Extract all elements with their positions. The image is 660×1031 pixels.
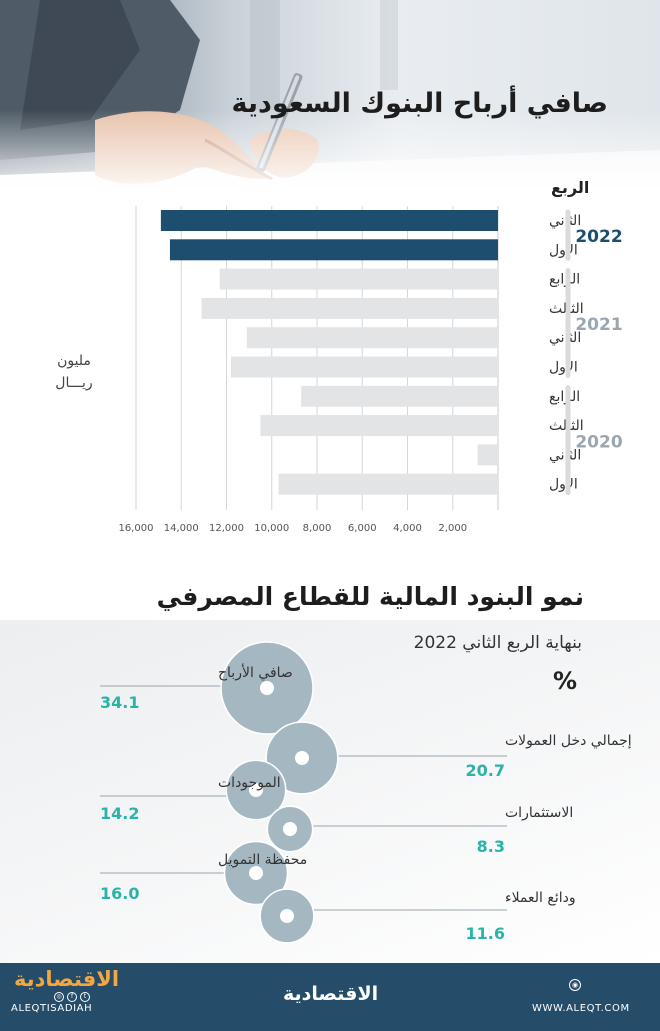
social-handle[interactable]: ALEQTISADIAH xyxy=(11,1003,93,1014)
category-label: الأول xyxy=(549,358,578,376)
bar xyxy=(260,415,498,437)
growth-section: نمو البنود المالية للقطاع المصرفي بنهاية… xyxy=(0,565,660,963)
website-link[interactable]: WWW.ALEQT.COM xyxy=(532,1003,630,1014)
category-label: الأول xyxy=(549,240,578,258)
growth-label: الاستثمارات xyxy=(505,805,573,821)
instagram-icon[interactable]: ◎ xyxy=(54,992,64,1002)
brand-logo[interactable]: الاقتصادية xyxy=(14,967,120,991)
bar xyxy=(477,444,498,466)
category-label: الثاني xyxy=(549,447,581,463)
x-tick-label: 10,000 xyxy=(254,523,289,534)
growth-label: ودائع العملاء xyxy=(505,890,576,906)
x-tick-label: 2,000 xyxy=(438,523,467,534)
growth-background xyxy=(0,620,660,963)
bar xyxy=(169,239,498,261)
x-tick-label: 8,000 xyxy=(303,523,332,534)
category-label: الرابع xyxy=(549,389,580,405)
hero-photo xyxy=(0,0,660,200)
x-tick-label: 6,000 xyxy=(348,523,377,534)
growth-label: إجمالي دخل العمولات xyxy=(505,733,632,749)
growth-label: صافي الأرباح xyxy=(218,663,293,681)
growth-label: الموجودات xyxy=(218,775,281,791)
growth-label: محفظة التمويل xyxy=(218,852,307,868)
social-links: ◎ f t xyxy=(54,992,90,1002)
footer-bar: الاقتصادية ◎ f t ALEQTISADIAH الاقتصادية… xyxy=(0,963,660,1031)
category-label: الأول xyxy=(549,475,578,493)
bubble-center-dot xyxy=(295,751,309,765)
year-label: 2021 xyxy=(575,315,622,335)
growth-subtitle: بنهاية الربع الثاني 2022 xyxy=(413,633,582,653)
hero-fade xyxy=(0,0,660,200)
twitter-icon[interactable]: t xyxy=(80,992,90,1002)
bar xyxy=(301,385,498,407)
category-label: الرابع xyxy=(549,272,580,288)
x-tick-label: 12,000 xyxy=(209,523,244,534)
bar xyxy=(246,327,498,349)
bar xyxy=(231,356,498,378)
year-label: 2020 xyxy=(575,432,622,452)
category-label: الثاني xyxy=(549,330,581,346)
growth-value: 20.7 xyxy=(466,761,505,780)
brand-wordmark: الاقتصادية xyxy=(283,983,379,1005)
quarter-header: الربع xyxy=(551,178,589,197)
bubble-center-dot xyxy=(280,909,294,923)
growth-value: 14.2 xyxy=(100,804,139,823)
bar xyxy=(160,210,498,231)
x-tick-label: 16,000 xyxy=(119,523,154,534)
bar xyxy=(278,473,498,495)
unit-label: % xyxy=(553,667,578,695)
chart-title: صافي أرباح البنوك السعودية xyxy=(231,88,608,119)
unit-label: ريـــال xyxy=(55,375,92,391)
website-icon: ◉ xyxy=(569,979,581,991)
unit-label: مليون xyxy=(57,353,91,369)
category-label: الثاني xyxy=(549,213,581,229)
bar xyxy=(219,268,498,290)
bar xyxy=(201,297,499,319)
growth-value: 8.3 xyxy=(477,837,505,856)
bubble-center-dot xyxy=(249,866,263,880)
facebook-icon[interactable]: f xyxy=(67,992,77,1002)
bubble-center-dot xyxy=(260,681,274,695)
bar-chart: الربعمليونريـــالالثانيالأول2022الرابعال… xyxy=(55,178,623,534)
growth-value: 34.1 xyxy=(100,693,139,712)
x-tick-label: 14,000 xyxy=(164,523,199,534)
bubble-center-dot xyxy=(249,783,263,797)
bubble-center-dot xyxy=(283,822,297,836)
x-tick-label: 4,000 xyxy=(393,523,422,534)
growth-title: نمو البنود المالية للقطاع المصرفي xyxy=(156,582,584,611)
year-label: 2022 xyxy=(575,227,622,247)
growth-value: 11.6 xyxy=(466,924,505,943)
growth-value: 16.0 xyxy=(100,884,139,903)
